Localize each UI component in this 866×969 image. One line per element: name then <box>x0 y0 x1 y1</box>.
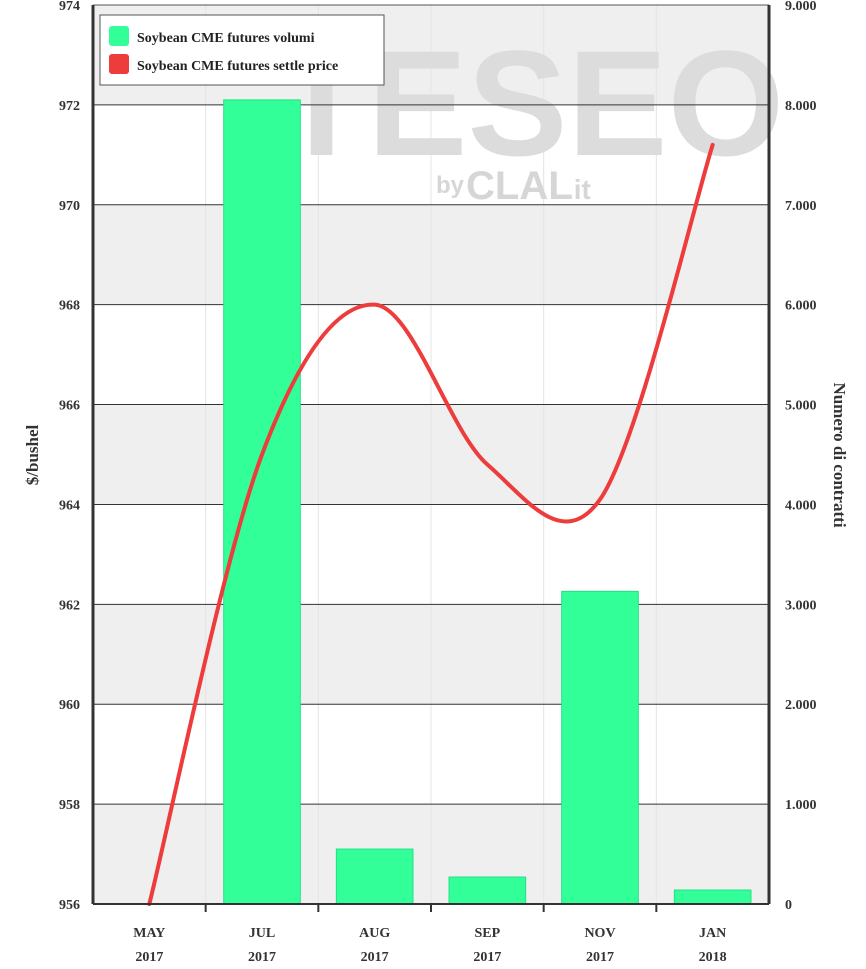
right-tick-label: 8.000 <box>785 99 817 114</box>
left-tick-label: 972 <box>59 99 80 114</box>
left-tick-label: 974 <box>59 0 80 14</box>
watermark-suffix: .it <box>566 174 591 205</box>
x-tick-label-year: 2017 <box>361 950 389 965</box>
right-tick-label: 0 <box>785 898 792 913</box>
x-tick-label-month: SEP <box>474 926 500 941</box>
x-tick-label-month: JAN <box>699 926 726 941</box>
legend-box <box>99 14 385 86</box>
horizontal-gridlines <box>93 104 769 805</box>
bar-jan-2018 <box>673 889 752 905</box>
left-tick-label: 958 <box>59 798 80 813</box>
legend-swatch-volumi <box>109 26 129 46</box>
right-tick-label: 4.000 <box>785 498 817 513</box>
x-tick-label-year: 2017 <box>248 950 276 965</box>
legend: Soybean CME futures volumi Soybean CME f… <box>99 14 385 86</box>
bar-nov-2017 <box>561 590 639 905</box>
bar-sep-2017 <box>448 876 527 905</box>
right-tick-label: 9.000 <box>785 0 817 14</box>
x-tick-label-year: 2017 <box>473 950 501 965</box>
left-axis-title: $/bushel <box>23 424 42 485</box>
x-tick-label-year: 2018 <box>699 950 727 965</box>
right-tick-label: 5.000 <box>785 399 817 414</box>
x-tick-label-month: AUG <box>359 926 390 941</box>
right-axis-ticks: 0 1.000 2.000 3.000 4.000 5.000 6.000 7.000 8.00… <box>785 0 817 913</box>
x-tick-label-year: 2017 <box>586 950 614 965</box>
x-tick-label-month: JUL <box>249 926 275 941</box>
right-tick-label: 6.000 <box>785 299 817 314</box>
x-tick-label-month: MAY <box>133 926 165 941</box>
left-tick-label: 960 <box>59 698 80 713</box>
bar-jul-2017 <box>223 99 301 905</box>
legend-label-volumi: Soybean CME futures volumi <box>137 31 315 46</box>
legend-swatch-price <box>109 54 129 74</box>
x-tick-label-year: 2017 <box>135 950 163 965</box>
left-tick-label: 970 <box>59 199 80 214</box>
x-axis-ticks: MAY 2017 JUL 2017 AUG 2017 SEP 2017 NOV 2017 JAN 20… <box>133 904 727 965</box>
right-tick-label: 1.000 <box>785 798 817 813</box>
x-tick-label-month: NOV <box>584 926 615 941</box>
left-axis-ticks: 956 958 960 962 964 966 968 970 972 974 <box>59 0 80 913</box>
right-tick-label: 3.000 <box>785 598 817 613</box>
price-line <box>147 142 715 906</box>
bar-series <box>223 99 752 905</box>
left-tick-label: 964 <box>59 498 80 513</box>
bar-aug-2017 <box>335 848 414 905</box>
left-tick-label: 962 <box>59 598 80 613</box>
vertical-gridlines <box>205 5 657 904</box>
right-tick-label: 7.000 <box>785 199 817 214</box>
left-tick-label: 966 <box>59 399 80 414</box>
watermark-sub: CLAL <box>466 164 573 208</box>
right-tick-label: 2.000 <box>785 698 817 713</box>
left-tick-label: 968 <box>59 299 80 314</box>
legend-label-price: Soybean CME futures settle price <box>137 59 338 74</box>
right-axis-title: Numero di contratti <box>830 382 849 527</box>
left-tick-label: 956 <box>59 898 80 913</box>
watermark-by: by <box>436 172 465 199</box>
